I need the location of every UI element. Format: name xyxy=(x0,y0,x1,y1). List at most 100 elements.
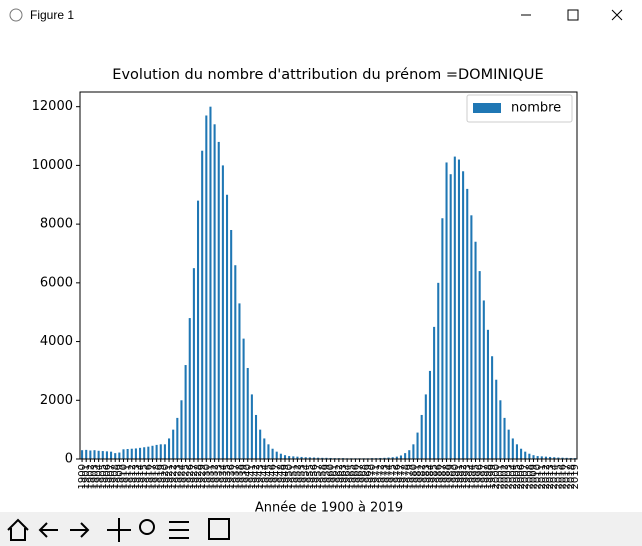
bar xyxy=(180,400,183,459)
x-tick-label: 2006 xyxy=(516,464,527,489)
bar xyxy=(139,447,142,459)
bar xyxy=(495,379,498,459)
x-tick-label: 1951 xyxy=(288,464,299,489)
zoom-button[interactable] xyxy=(139,519,155,535)
bar xyxy=(242,338,245,459)
x-tick-label: 1978 xyxy=(400,464,411,489)
bar xyxy=(482,300,485,459)
x-tick-label: 1906 xyxy=(102,464,113,489)
x-tick-label: 1964 xyxy=(342,464,353,489)
x-tick-label: 1921 xyxy=(164,464,175,489)
bar xyxy=(557,457,560,459)
bar xyxy=(404,453,407,459)
configure-button[interactable] xyxy=(169,521,189,539)
x-tick-label: 1952 xyxy=(292,464,303,489)
x-tick-label: 1909 xyxy=(114,464,125,489)
legend-label: nombre xyxy=(511,101,561,116)
x-tick-label: 1923 xyxy=(172,464,183,489)
bar xyxy=(308,457,311,459)
bar xyxy=(441,218,444,459)
bar xyxy=(565,457,568,459)
x-tick-label: 1927 xyxy=(189,464,200,489)
x-tick-label: 1922 xyxy=(168,464,179,489)
bar xyxy=(462,171,465,459)
x-tick-label: 1925 xyxy=(181,464,192,489)
x-tick-label: 2017 xyxy=(562,464,573,489)
bar xyxy=(449,174,452,459)
x-tick-label: 1946 xyxy=(268,464,279,489)
x-tick-label: 1901 xyxy=(81,464,92,489)
x-tick-label: 2016 xyxy=(558,464,569,489)
x-tick-label: 1937 xyxy=(230,464,241,489)
x-tick-label: 1980 xyxy=(408,464,419,489)
x-tick-label: 1989 xyxy=(446,464,457,489)
bar xyxy=(515,444,518,459)
bar xyxy=(130,448,133,459)
bar xyxy=(387,457,390,459)
x-tick-label: 1935 xyxy=(222,464,233,489)
legend-swatch xyxy=(473,103,501,113)
bar xyxy=(486,329,489,459)
y-tick-label: 4000 xyxy=(40,334,73,349)
bar xyxy=(151,445,154,459)
home-button[interactable] xyxy=(7,518,29,541)
x-tick-label: 1929 xyxy=(197,464,208,489)
bar xyxy=(383,457,386,459)
bar xyxy=(114,453,117,459)
window-title: Figure 1 xyxy=(30,8,74,22)
x-tick-label: 1965 xyxy=(346,464,357,489)
bar xyxy=(395,456,398,459)
bar xyxy=(225,194,229,459)
x-tick-label: 1955 xyxy=(305,464,316,489)
bar xyxy=(420,414,423,459)
x-tick-label: 1994 xyxy=(466,464,477,489)
x-tick-label: 1904 xyxy=(94,464,105,489)
back-button[interactable] xyxy=(38,522,58,538)
bar xyxy=(457,159,460,459)
bar xyxy=(159,444,162,459)
y-tick-label: 6000 xyxy=(40,275,73,290)
legend-box xyxy=(466,94,573,123)
x-tick-label: 1983 xyxy=(421,464,432,489)
x-tick-label: 1926 xyxy=(185,464,196,489)
x-tick-label: 1942 xyxy=(251,464,262,489)
bar xyxy=(412,444,415,459)
bar xyxy=(230,229,233,459)
bar xyxy=(250,394,253,459)
bar xyxy=(321,457,324,459)
bar xyxy=(110,451,113,459)
x-tick-label: 2012 xyxy=(541,464,552,489)
x-tick-label: 1919 xyxy=(156,464,167,489)
close-button[interactable] xyxy=(611,9,623,21)
x-tick-label: 2010 xyxy=(533,464,544,489)
bar xyxy=(134,448,137,459)
x-tick-label: 1973 xyxy=(379,464,390,489)
y-tick-label: 0 xyxy=(65,452,73,467)
bar xyxy=(312,457,316,459)
bar xyxy=(126,449,129,459)
x-tick-label: 1916 xyxy=(143,464,154,489)
x-tick-label: 2000 xyxy=(491,464,502,489)
x-tick-label: 2003 xyxy=(504,464,515,489)
pan-button[interactable] xyxy=(107,518,131,542)
forward-button[interactable] xyxy=(70,522,90,538)
x-tick-label: 1953 xyxy=(297,464,308,489)
x-tick-label: 1969 xyxy=(363,464,374,489)
bar xyxy=(433,326,436,459)
y-tick-label: 8000 xyxy=(40,217,73,232)
save-button[interactable] xyxy=(208,518,230,540)
x-tick-label: 1936 xyxy=(226,464,237,489)
toolbar xyxy=(0,512,642,546)
x-tick-label: 1912 xyxy=(127,464,138,489)
bar xyxy=(259,429,262,459)
bar xyxy=(81,450,84,459)
x-tick-label: 1905 xyxy=(98,464,109,489)
bar xyxy=(528,453,531,459)
maximize-button[interactable] xyxy=(567,9,579,21)
x-tick-label: 1902 xyxy=(85,464,96,489)
bar xyxy=(122,449,125,459)
bar xyxy=(507,429,510,459)
x-tick-label: 1985 xyxy=(429,464,440,489)
bar xyxy=(399,455,403,459)
